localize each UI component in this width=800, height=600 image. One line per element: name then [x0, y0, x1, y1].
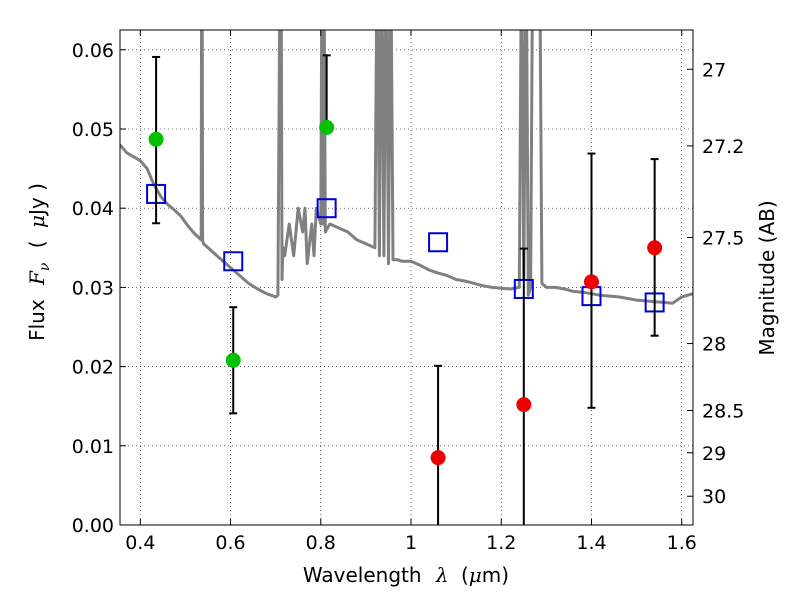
x-tick-label: 1.6	[667, 532, 697, 554]
sed-template-line	[120, 30, 693, 305]
model-photometry-square	[316, 198, 337, 219]
x-tick-label: 0.6	[215, 532, 245, 554]
markers	[146, 54, 665, 525]
model-photometry-square	[223, 251, 244, 272]
y2-tick-label: 27	[702, 59, 726, 81]
y-tick-label: 0.05	[72, 119, 114, 141]
model-photometry-square	[428, 232, 449, 253]
x-tick-label: 0.8	[306, 532, 336, 554]
y2-tick-label: 27.5	[702, 227, 744, 249]
nir-measurement-point	[647, 240, 663, 256]
gridlines	[120, 30, 693, 526]
y-tick-label: 0.04	[72, 198, 114, 220]
plot-frame	[119, 29, 694, 526]
y2-tick-label: 27.2	[702, 136, 744, 158]
nir-measurement-point	[516, 397, 532, 413]
optical-detection-point	[148, 131, 164, 147]
y2-tick-label: 29	[702, 443, 726, 465]
y-tick-label: 0.02	[72, 357, 114, 379]
x-tick-label: 1.2	[486, 532, 516, 554]
x-tick-label: 1.4	[576, 532, 606, 554]
y2-axis-label: Magnitude (AB)	[755, 200, 779, 355]
y-tick-label: 0.01	[72, 436, 114, 458]
nir-measurement-point	[430, 450, 446, 466]
optical-detection-point	[319, 119, 335, 135]
plot-area	[120, 30, 693, 305]
x-tick-label: 1	[405, 532, 417, 554]
nir-measurement-point	[583, 274, 599, 290]
y2-tick-label: 30	[702, 486, 726, 508]
x-tick-label: 0.4	[125, 532, 155, 554]
y-tick-label: 0.06	[72, 40, 114, 62]
x-axis-label: Wavelength λ (μm)	[303, 563, 509, 587]
y-tick-label: 0.03	[72, 277, 114, 299]
y2-tick-label: 28.5	[702, 401, 744, 423]
y2-tick-label: 28	[702, 334, 726, 356]
optical-detection-point	[225, 352, 241, 368]
axis-ticks: 0.4 0.6 0.8 1 1.2 1.4 1.6 0.00 0.01 0.02 0.03 0.04 0…	[72, 30, 744, 554]
y-tick-label: 0.00	[72, 515, 114, 537]
y-axis-label: Flux Fν ( μJy )	[25, 183, 54, 341]
